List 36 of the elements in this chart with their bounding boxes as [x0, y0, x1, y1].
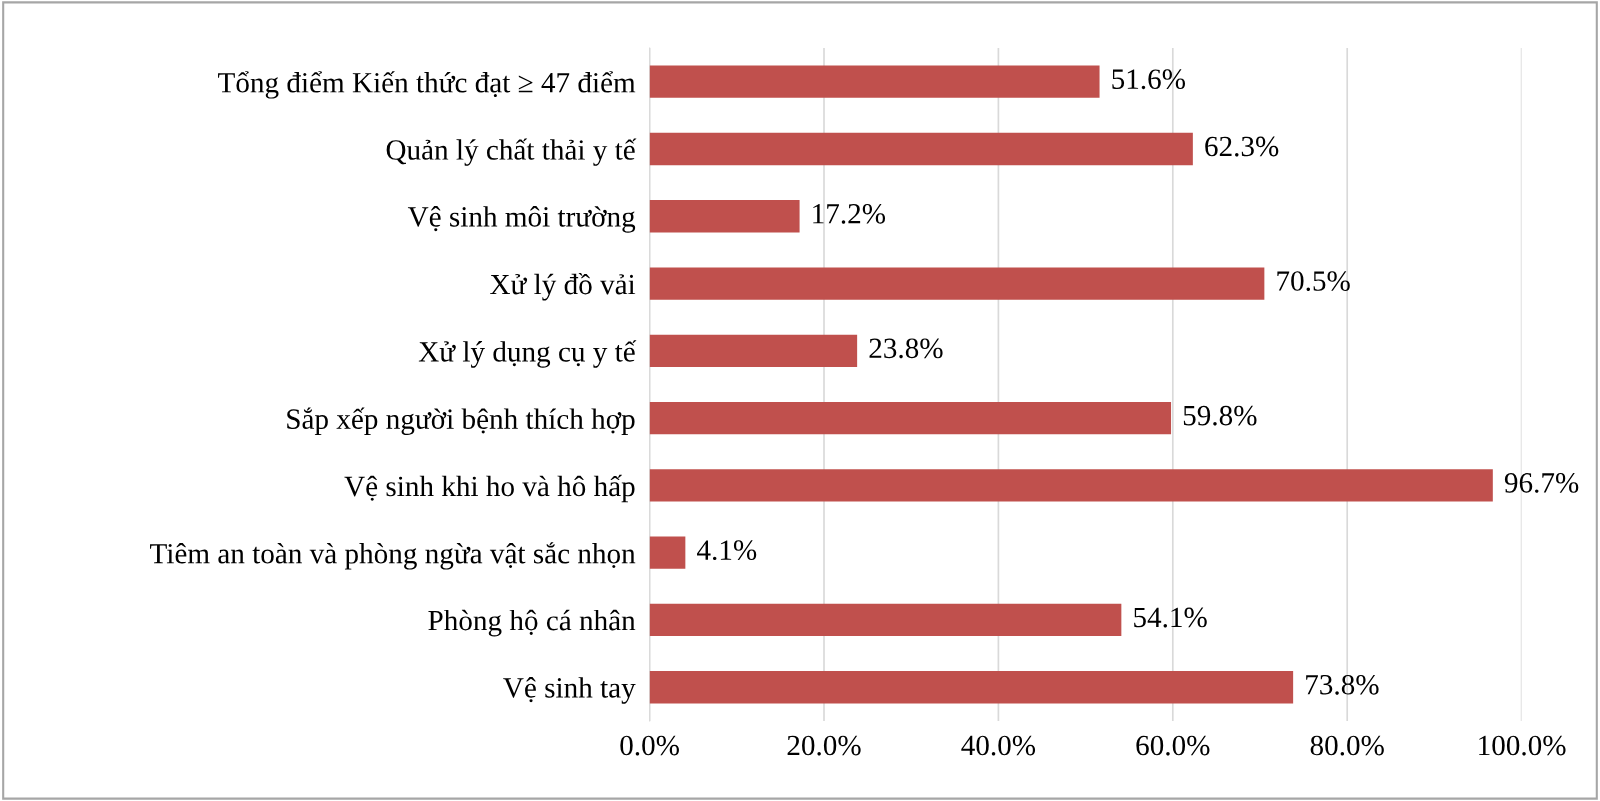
- data-label: 54.1%: [1134, 607, 1207, 628]
- bar: [649, 65, 1100, 98]
- x-tick-label: 60.0%: [1136, 735, 1210, 756]
- x-tick-label: 20.0%: [787, 735, 861, 756]
- y-tick-label: Xử lý đồ vải: [490, 272, 636, 301]
- x-tick-label: 100.0%: [1479, 735, 1566, 756]
- y-tick-label: Sắp xếp người bệnh thích hợp: [287, 407, 635, 435]
- y-tick-label: Tiêm an toàn và phòng ngừa vật sắc nhọn: [150, 542, 636, 570]
- y-tick-label: Vệ sinh môi trường: [407, 206, 636, 233]
- data-label: 51.6%: [1112, 69, 1186, 90]
- y-tick-label: Quản lý chất thải y tế: [386, 138, 637, 166]
- bar: [649, 401, 1172, 435]
- bar: [649, 334, 858, 367]
- x-tick-label: 40.0%: [961, 735, 1036, 756]
- bar: [649, 536, 686, 569]
- bar: [649, 267, 1265, 300]
- data-label: 23.8%: [869, 338, 943, 359]
- data-label: 59.8%: [1183, 405, 1257, 426]
- bar: [649, 603, 1122, 637]
- bar: [649, 469, 1493, 502]
- data-label: 4.1%: [697, 540, 757, 561]
- bar: [649, 132, 1193, 166]
- x-tick-label: 80.0%: [1310, 735, 1384, 756]
- data-label: 62.3%: [1205, 136, 1279, 157]
- data-label: 70.5%: [1277, 271, 1350, 291]
- y-tick-label: Vệ sinh tay: [503, 677, 636, 704]
- y-tick-label: Phòng hộ cá nhân: [428, 609, 636, 637]
- data-label: 96.7%: [1504, 473, 1579, 493]
- y-tick-label: Tổng điểm Kiến thức đạt ≥ 47 điểm: [218, 71, 636, 99]
- y-tick-label: Vệ sinh khi ho và hô hấp: [344, 474, 635, 503]
- bar: [649, 671, 1294, 704]
- x-tick-label: 0.0%: [620, 735, 679, 756]
- data-label: 73.8%: [1306, 674, 1379, 695]
- bar: [649, 200, 800, 233]
- y-tick-label: Xử lý dụng cụ y tế: [418, 340, 637, 368]
- data-label: 17.2%: [813, 203, 886, 224]
